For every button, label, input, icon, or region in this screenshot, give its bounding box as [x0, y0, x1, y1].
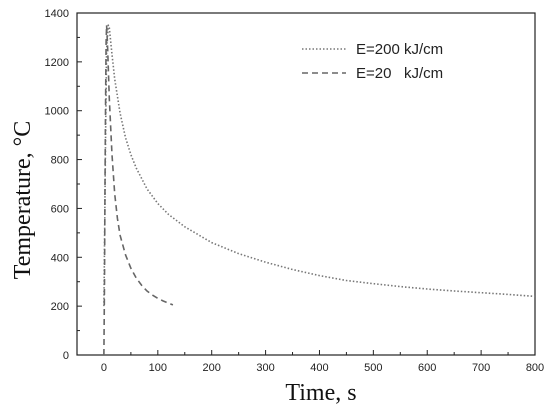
series-line-2: [103, 24, 174, 356]
x-tick-label: 600: [418, 362, 436, 374]
plot-area: [76, 12, 536, 356]
legend: E=200 kJ/cm E=20 kJ/cm: [302, 41, 443, 82]
legend-label-1: E=200 kJ/cm: [356, 41, 443, 58]
y-tick-label: 600: [51, 203, 69, 215]
x-axis-title: Time, s: [285, 380, 356, 406]
y-tick-label: 1000: [45, 106, 69, 118]
y-tick-label: 1400: [45, 8, 69, 20]
series-line-1: [103, 24, 536, 307]
y-tick-label: 1200: [45, 57, 69, 69]
x-tick-label: 500: [364, 362, 382, 374]
y-axis-title: Temperature, °C: [10, 121, 36, 280]
y-tick-label: 200: [51, 301, 69, 313]
x-tick-label: 800: [526, 362, 544, 374]
plot-frame: [76, 12, 536, 356]
x-axis: 0 100 200 300 400 500 600 700 800: [76, 350, 544, 374]
y-axis: 0 200 400 600 800 1000 1200 1400: [45, 8, 82, 362]
legend-label-2: E=20 kJ/cm: [356, 65, 443, 82]
x-tick-label: 300: [256, 362, 274, 374]
x-tick-label: 0: [101, 362, 107, 374]
x-tick-label: 400: [310, 362, 328, 374]
y-tick-label: 0: [63, 350, 69, 362]
x-tick-label: 200: [203, 362, 221, 374]
y-tick-label: 400: [51, 252, 69, 264]
y-tick-label: 800: [51, 155, 69, 167]
x-tick-label: 100: [149, 362, 167, 374]
series-layer: [103, 24, 536, 356]
x-tick-label: 700: [472, 362, 490, 374]
